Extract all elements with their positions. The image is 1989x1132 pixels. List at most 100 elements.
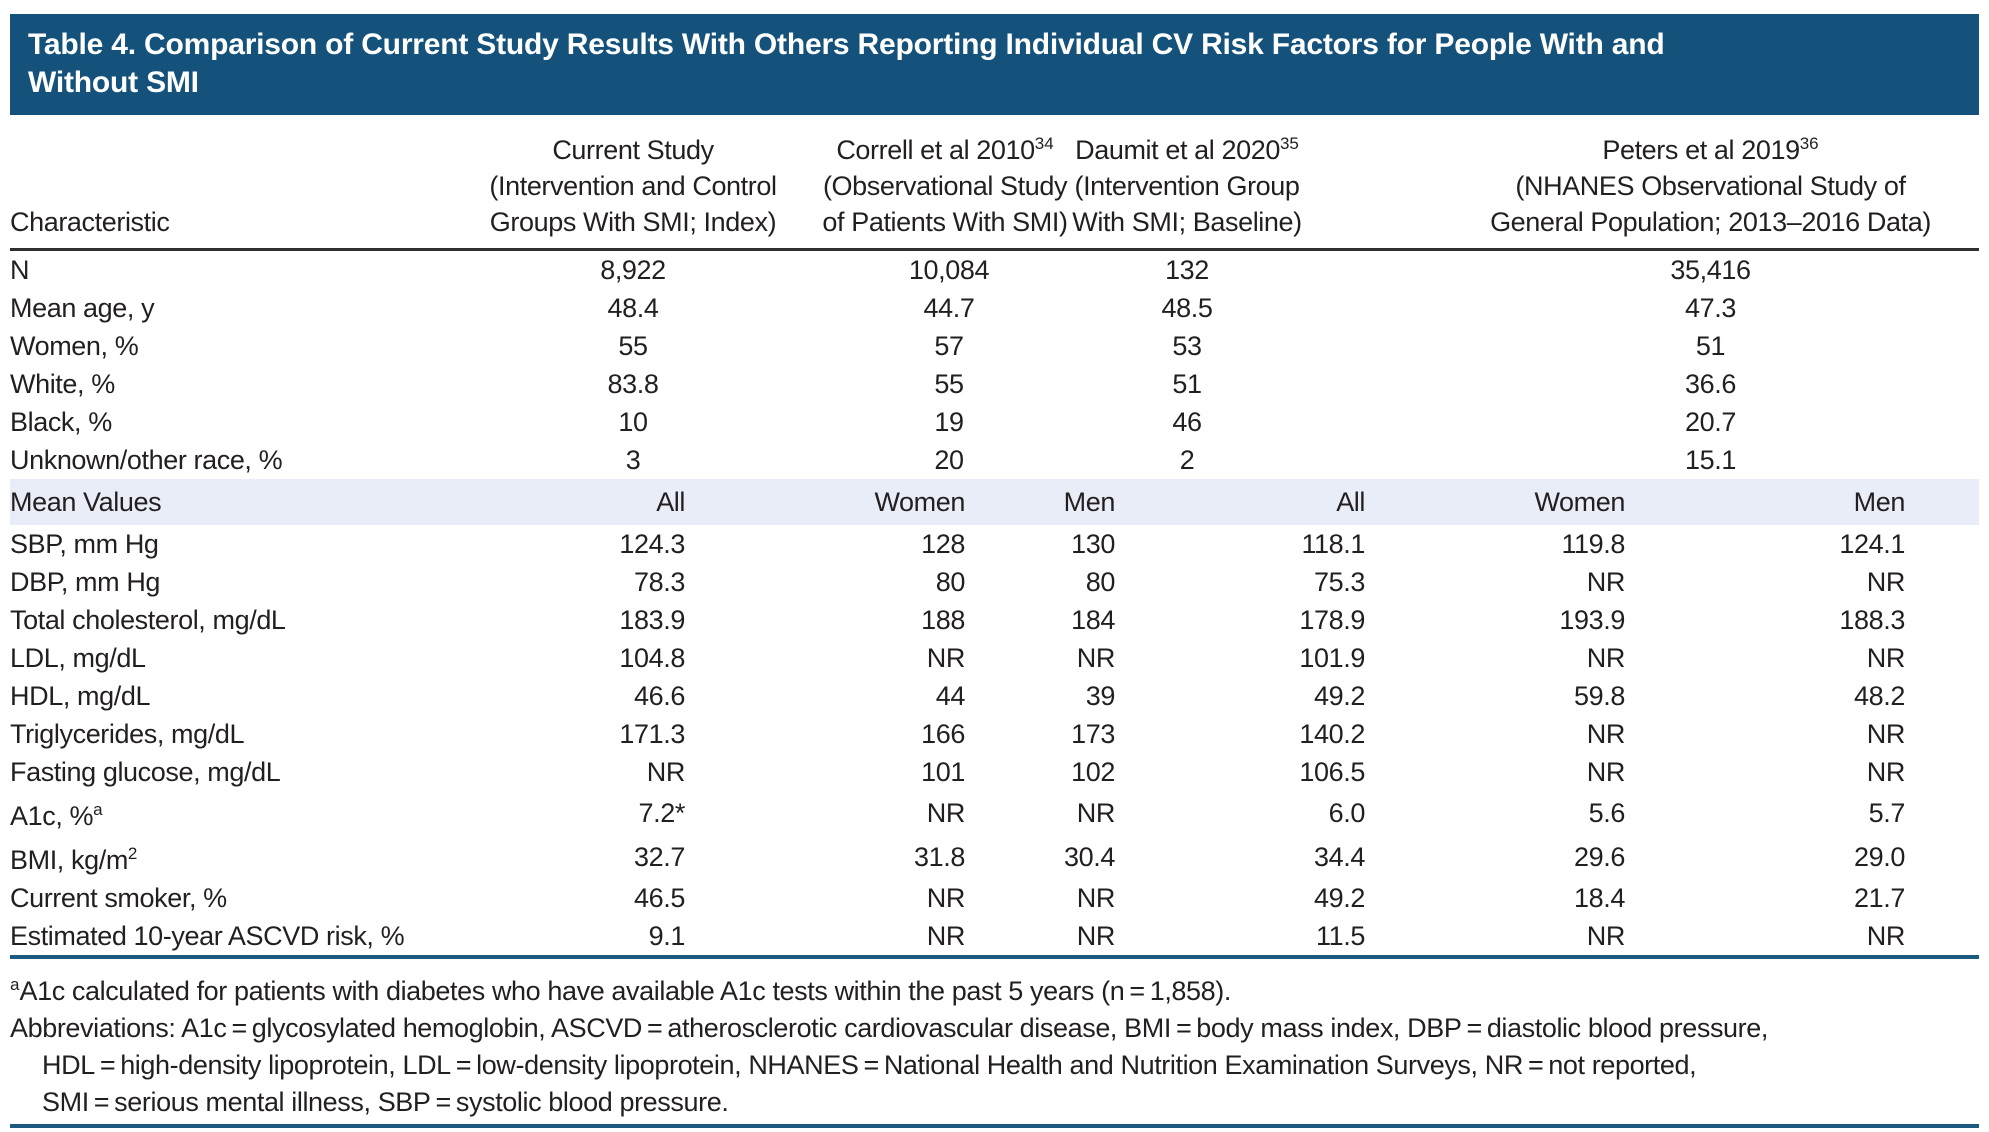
footnote-a: aA1c calculated for patients with diabet… (10, 975, 1231, 1006)
row-label: SBP, mm Hg (10, 529, 159, 559)
cell-value: NR (646, 757, 686, 787)
cell-value: 184 (1071, 605, 1115, 635)
cell-value: 21.7 (1854, 883, 1905, 913)
cell-value: 30.4 (1064, 842, 1115, 872)
cell-value: 11.5 (1316, 921, 1365, 951)
cell-value: NR (1076, 883, 1116, 913)
section-label: Mean Values (10, 479, 440, 525)
cell-value: 15.1 (1685, 445, 1736, 475)
row-label: N (10, 255, 30, 285)
cell-value: 102 (1071, 757, 1115, 787)
bottom-rule (10, 1124, 1979, 1128)
cell-value: NR (926, 643, 966, 673)
table-row: Fasting glucose, mg/dL NR 101 102 106.5 NR NR (10, 753, 1979, 791)
table-row: N 8,922 10,084 132 35,416 (10, 250, 1979, 290)
cell-value: 46 (1172, 407, 1202, 437)
cell-value: 20.7 (1685, 407, 1736, 437)
table-title-bar: Table 4. Comparison of Current Study Res… (10, 14, 1979, 115)
cell-value: NR (1866, 757, 1906, 787)
column-header-row: Characteristic Current Study (Interventi… (10, 115, 1979, 251)
cell-value: 130 (1071, 529, 1115, 559)
cell-value: NR (926, 883, 966, 913)
cell-value: 119.8 (1561, 529, 1625, 559)
row-label: HDL, mg/dL (10, 681, 151, 711)
cell-value: 59.8 (1574, 681, 1625, 711)
footnotes: aA1c calculated for patients with diabet… (10, 966, 1979, 1121)
cell-value: NR (1866, 643, 1906, 673)
cell-value: 118.1 (1301, 529, 1365, 559)
divider-rule (10, 955, 1979, 959)
cell-value: 46.6 (634, 681, 685, 711)
row-label: Estimated 10-year ASCVD risk, % (10, 921, 405, 951)
cell-value: 57 (934, 331, 964, 361)
mean-values-subheader-row: Mean Values All Women Men All Women Men (10, 479, 1979, 525)
abbreviations-line-1: Abbreviations: A1c = glycosylated hemogl… (10, 1013, 1768, 1043)
cell-value: NR (1586, 643, 1626, 673)
cell-value: 80 (1085, 567, 1116, 597)
row-label: Black, % (10, 407, 112, 437)
table-row: HDL, mg/dL 46.6 44 39 49.2 59.8 48.2 (10, 677, 1979, 715)
cell-value: NR (1866, 921, 1906, 951)
row-label: Current smoker, % (10, 883, 227, 913)
cell-value: 173 (1071, 719, 1115, 749)
cell-value: 31.8 (914, 842, 965, 872)
subheader-all: All (440, 479, 730, 525)
mean-values-header-section: Mean Values All Women Men All Women Men (10, 479, 1979, 525)
cell-value: 75.3 (1314, 567, 1365, 597)
row-label: Triglycerides, mg/dL (10, 719, 245, 749)
cell-value: 8,922 (600, 255, 666, 285)
reference-superscript: 36 (1799, 134, 1819, 153)
row-label: Total cholesterol, mg/dL (10, 605, 286, 635)
table-title-line-2: Without SMI (28, 66, 199, 99)
label-superscript: 2 (127, 844, 138, 863)
cell-value: 46.5 (634, 883, 685, 913)
row-label: DBP, mm Hg (10, 567, 161, 597)
cell-value: 171.3 (619, 719, 685, 749)
cell-value: 10,084 (908, 255, 990, 285)
table-row: Total cholesterol, mg/dL 183.9 188 184 178.9… (10, 601, 1979, 639)
row-label: White, % (10, 369, 115, 399)
cell-value: 29.6 (1574, 842, 1625, 872)
row-label: Women, % (10, 331, 139, 361)
label-superscript: a (93, 800, 103, 819)
cell-value: 10 (618, 407, 648, 437)
footnote-marker: a (10, 975, 20, 994)
cell-value: 183.9 (619, 605, 685, 635)
cell-value: 29.0 (1854, 842, 1905, 872)
comparison-table: Characteristic Current Study (Interventi… (10, 115, 1979, 955)
cell-value: 124.1 (1839, 529, 1905, 559)
cell-value: NR (1076, 921, 1116, 951)
reference-superscript: 34 (1034, 134, 1054, 153)
cell-value: 101.9 (1299, 643, 1365, 673)
cell-value: 3 (625, 445, 641, 475)
column-header-daumit: Daumit et al 202035 (Intervention Group … (1072, 115, 1410, 251)
cell-value: 5.7 (1868, 798, 1906, 828)
cell-value: 51 (1172, 369, 1202, 399)
column-header-current-study: Current Study (Intervention and Control … (440, 115, 777, 251)
cell-value: 9.1 (648, 921, 686, 951)
subheader-men: Men (1000, 479, 1160, 525)
cell-value: 104.8 (619, 643, 685, 673)
cell-value: 18.4 (1574, 883, 1625, 913)
cell-value: 128 (921, 529, 965, 559)
cell-value: 44 (935, 681, 966, 711)
cell-value: 78.3 (634, 567, 685, 597)
cell-value: 101 (921, 757, 965, 787)
cell-value: 48.5 (1161, 293, 1213, 323)
characteristic-label: Characteristic (10, 207, 170, 237)
cell-value: 47.3 (1685, 293, 1736, 323)
reference-superscript: 35 (1279, 134, 1299, 153)
cell-value: 39 (1085, 681, 1116, 711)
table-row: Current smoker, % 46.5 NR NR 49.2 18.4 21.7 (10, 879, 1979, 917)
cell-value: 48.2 (1854, 681, 1905, 711)
cell-value: 51 (1695, 331, 1726, 361)
cell-value: 188.3 (1839, 605, 1905, 635)
cell-value: NR (926, 921, 966, 951)
cell-value: NR (1076, 643, 1116, 673)
cell-value: 83.8 (607, 369, 659, 399)
cell-value: 80 (935, 567, 966, 597)
cell-value: 178.9 (1299, 605, 1365, 635)
demographics-section: N 8,922 10,084 132 35,416 Mean age, y 48.4 44.7… (10, 250, 1979, 480)
cell-value: 19 (934, 407, 964, 437)
